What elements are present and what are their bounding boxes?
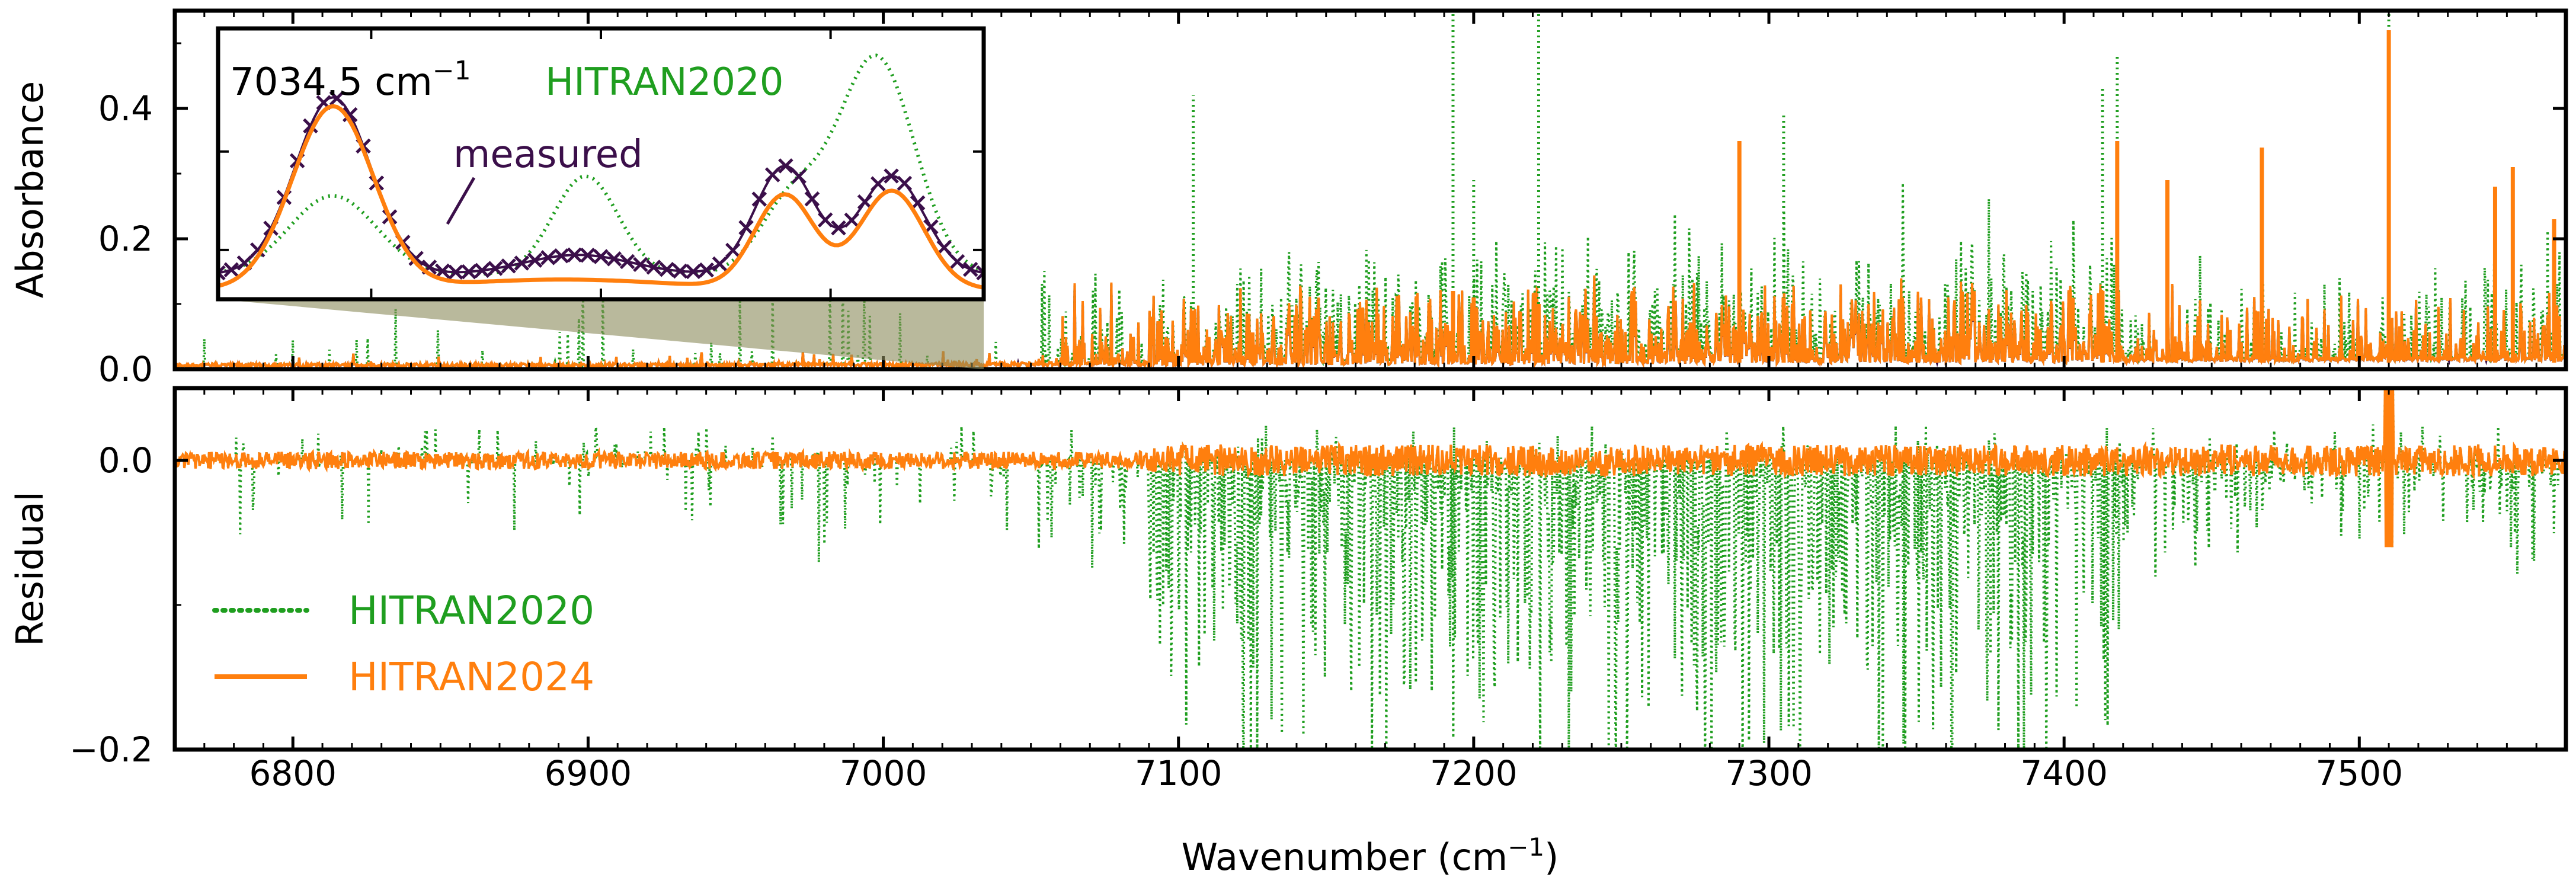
absorbance-axes-frame	[172, 8, 2568, 372]
absorbance-ylabel: Absorbance	[8, 81, 52, 298]
residual-y-tick-label: −0.2	[69, 729, 153, 770]
inset-measured-marker	[976, 265, 984, 281]
absorbance-y-tick-label: 0.2	[98, 219, 153, 259]
inset-measured-line	[218, 96, 984, 274]
x-tick-label: 7200	[1430, 753, 1518, 793]
xlabel-sup: −1	[1508, 833, 1544, 862]
absorbance-ticks: 0.0 0.2 0.4	[98, 11, 2566, 389]
residual-panel: 6800 6900 7000 7100 7200 7300 7400 7500−0.20.0 …	[8, 386, 2568, 879]
residual-axes-frame	[172, 386, 2568, 752]
x-tick-label: 7000	[840, 753, 927, 793]
x-tick-label: 7500	[2315, 753, 2403, 793]
legend: HITRAN2020 HITRAN2024	[212, 588, 594, 700]
inset-position-sup: −1	[433, 56, 471, 86]
hitran2020-residual-line	[175, 388, 2566, 750]
inset-hitran2024-line	[218, 104, 984, 290]
wavenumber-xlabel: Wavenumber (cm−1)	[1182, 833, 1559, 879]
absorbance-panel: 0.0 0.2 0.4 Absorbance	[8, 8, 2568, 389]
inset-position-text: 7034.5 cm	[230, 60, 433, 104]
x-tick-label: 7400	[2020, 753, 2108, 793]
x-tick-label: 6900	[545, 753, 632, 793]
legend-hitran2024-label: HITRAN2024	[348, 654, 594, 700]
inset-background	[218, 28, 984, 299]
inset-measured-pointer	[446, 177, 476, 225]
inset-position-label: 7034.5 cm−1	[230, 56, 471, 104]
x-tick-label: 6800	[249, 753, 337, 793]
legend-hitran2020-label: HITRAN2020	[348, 588, 594, 633]
inset-zoom: 7034.5 cm−1 HITRAN2020 measured	[216, 26, 986, 369]
absorbance-data	[175, 11, 2566, 369]
absorbance-y-tick-label: 0.4	[98, 88, 153, 129]
absorbance-y-tick-label: 0.0	[98, 349, 153, 389]
inset-measured-label: measured	[453, 133, 643, 177]
inset-frame	[216, 26, 986, 302]
xlabel-main: Wavenumber (cm	[1182, 835, 1508, 879]
residual-y-tick-label: 0.0	[98, 440, 153, 481]
x-tick-label: 7300	[1725, 753, 1813, 793]
residual-ylabel: Residual	[8, 491, 52, 646]
residual-ticks: 6800 6900 7000 7100 7200 7300 7400 7500 −0.2 0.0	[69, 388, 2566, 793]
inset-hitran2020-label: HITRAN2020	[545, 60, 784, 104]
xlabel-end: )	[1544, 835, 1559, 879]
inset-measured-marker	[218, 265, 226, 281]
residual-data	[175, 388, 2566, 750]
hitran2024-residual-line	[175, 388, 2566, 548]
inset-zoom-connector	[218, 299, 984, 369]
x-tick-label: 7100	[1135, 753, 1223, 793]
inset-data	[218, 53, 984, 290]
